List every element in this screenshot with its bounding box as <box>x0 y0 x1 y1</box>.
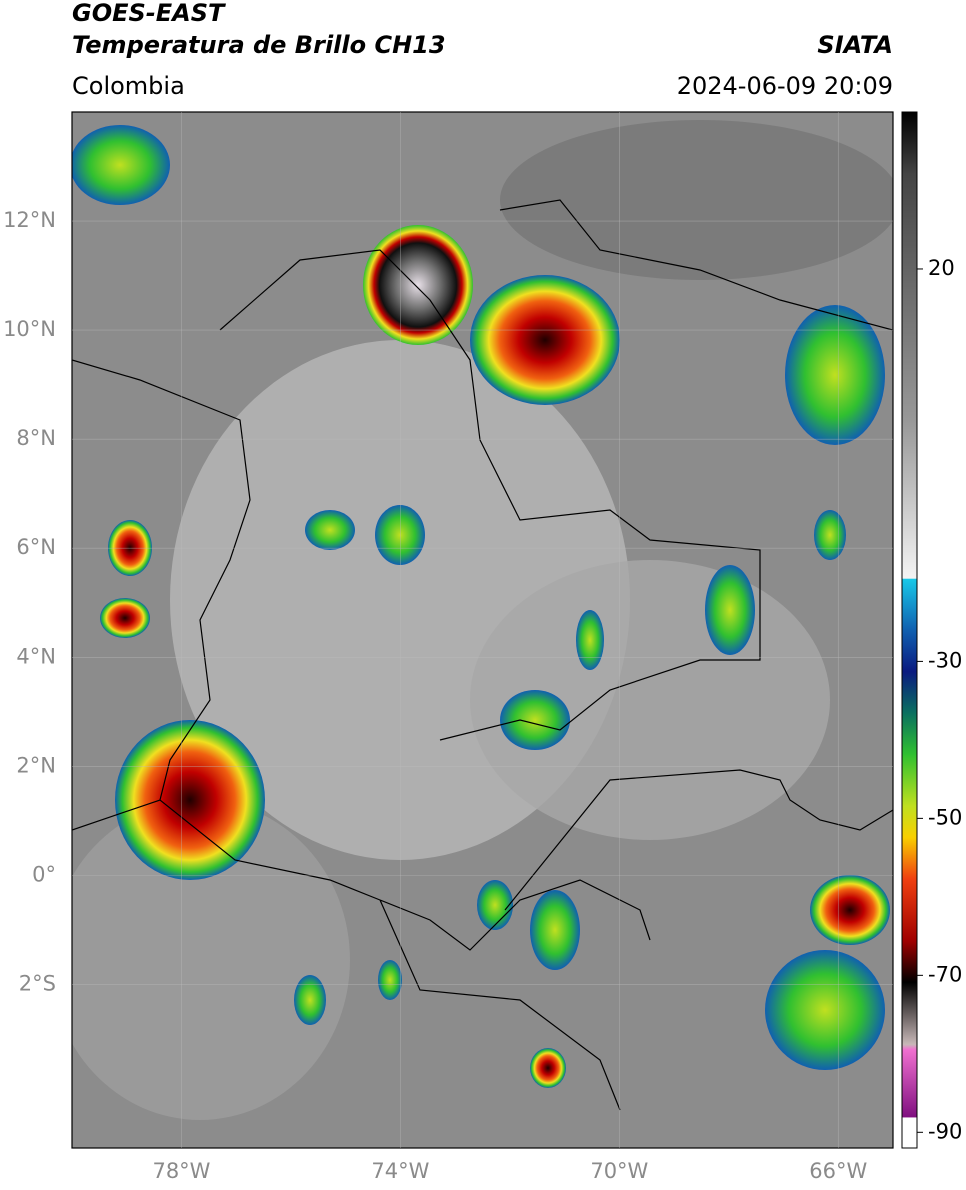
colorbar-tick-label: -90 <box>928 1119 962 1143</box>
x-tick-label: 66°W <box>809 1159 867 1183</box>
colorbar-tick-label: -50 <box>928 805 962 829</box>
y-tick-label: 2°S <box>19 971 56 995</box>
x-tick-label: 70°W <box>590 1159 648 1183</box>
colorbar-tick-label: -30 <box>928 648 962 672</box>
colorbar <box>901 111 918 1149</box>
x-tick-label: 78°W <box>152 1159 210 1183</box>
y-tick-label: 8°N <box>16 426 56 450</box>
subtitle: Temperatura de Brillo CH13 <box>72 31 446 59</box>
y-tick-label: 12°N <box>3 208 56 232</box>
map-frame <box>71 111 894 1149</box>
datetime: 2024-06-09 20:09 <box>677 72 893 100</box>
y-tick-label: 10°N <box>3 317 56 341</box>
y-tick-label: 6°N <box>16 535 56 559</box>
colorbar-tick-label: -70 <box>928 962 962 986</box>
source: SIATA <box>817 31 893 59</box>
y-tick-label: 4°N <box>16 644 56 668</box>
satellite-image <box>72 112 893 1148</box>
y-tick-label: 2°N <box>16 753 56 777</box>
colorbar-tick-label: 20 <box>928 256 955 280</box>
title: GOES-EAST <box>72 0 226 27</box>
y-tick-label: 0° <box>32 862 56 886</box>
region: Colombia <box>72 72 185 100</box>
x-tick-label: 74°W <box>371 1159 429 1183</box>
